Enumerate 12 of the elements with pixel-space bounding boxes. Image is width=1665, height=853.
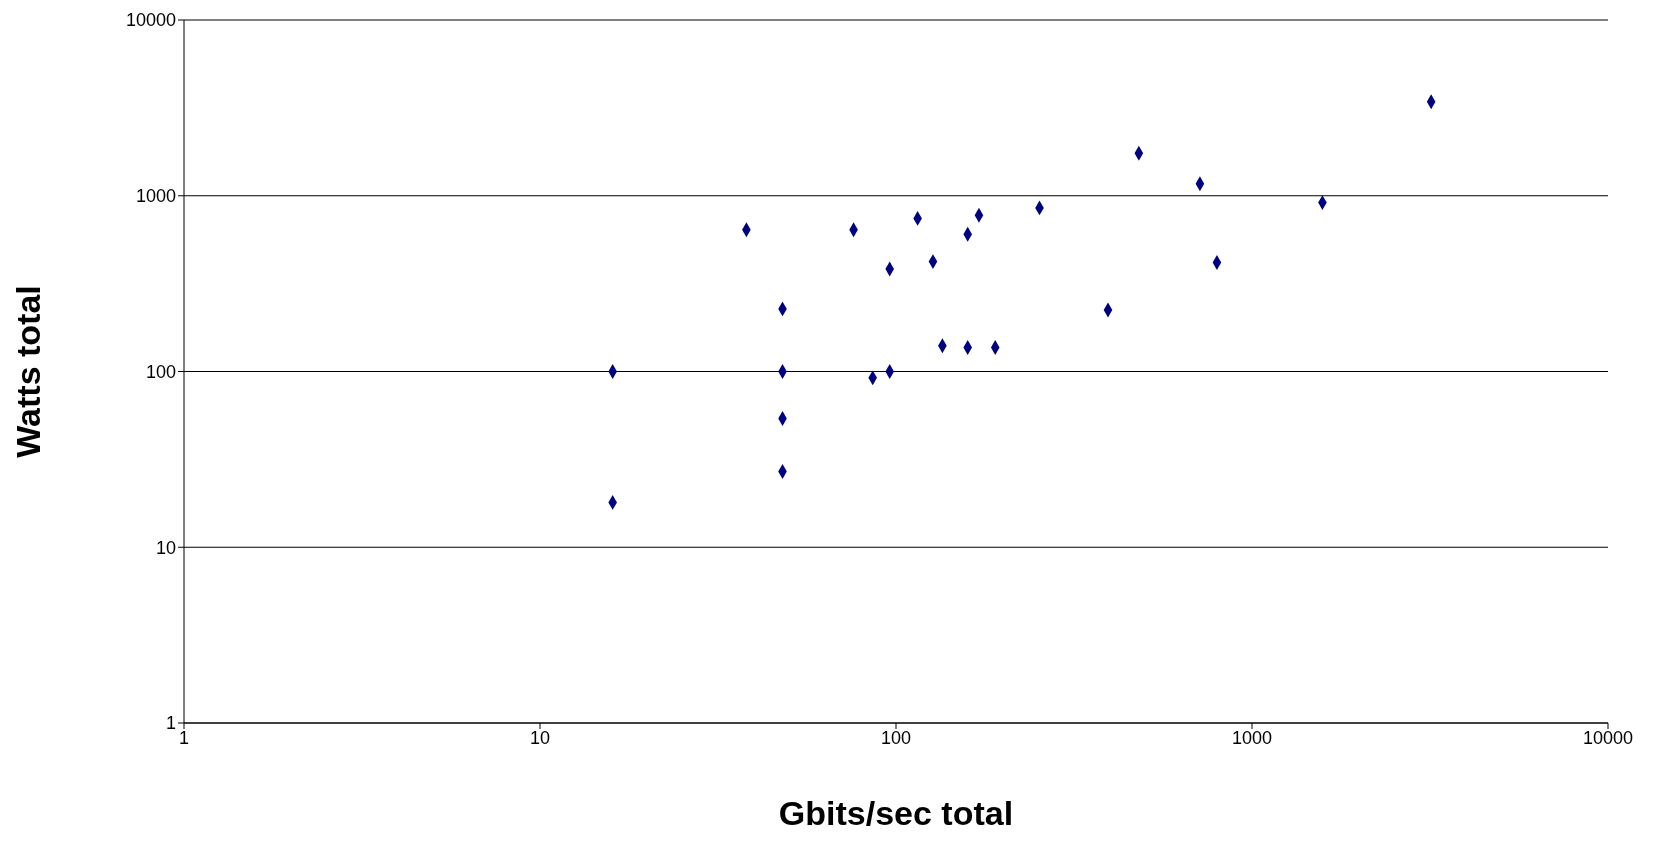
- y-tick-label: 100: [145, 361, 176, 382]
- y-tick-label: 10000: [125, 10, 176, 31]
- x-tick-label: 10: [529, 727, 551, 748]
- x-tick-label: 100: [880, 727, 912, 748]
- x-tick-label: 1: [178, 727, 190, 748]
- x-tick-label: 1000: [1231, 727, 1273, 748]
- x-tick-label: 10000: [1582, 727, 1634, 748]
- y-axis-title: Watts total: [9, 285, 48, 458]
- y-tick-label: 1000: [135, 186, 176, 207]
- y-tick-label: 1: [165, 713, 176, 734]
- x-axis-title: Gbits/sec total: [778, 794, 1014, 832]
- y-tick-label: 10: [155, 537, 176, 558]
